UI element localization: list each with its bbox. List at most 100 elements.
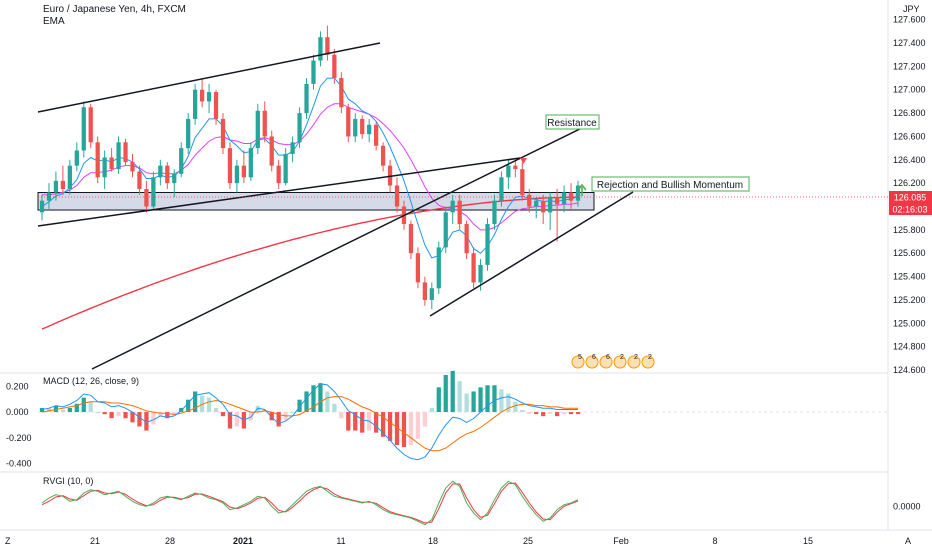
event-count: 6 — [606, 354, 610, 361]
resistance-label[interactable]: Resistance — [545, 114, 600, 130]
price-axis[interactable]: 127.600 127.400 127.200 127.000 126.800 126.6… — [893, 15, 926, 375]
candle — [443, 206, 448, 254]
long-trend-line[interactable] — [91, 123, 591, 370]
price-tick-label: 124.800 — [893, 342, 926, 352]
candle-body — [457, 200, 462, 225]
candle — [199, 78, 205, 108]
events-row[interactable]: 5 6 6 2 2 2 — [571, 354, 655, 369]
candle — [88, 103, 93, 149]
candle-body — [415, 253, 421, 283]
upper-channel-top-line[interactable] — [37, 42, 381, 113]
macd-histogram-bar — [436, 387, 441, 413]
macd-histogram-bar — [109, 412, 114, 419]
candle-body — [206, 92, 212, 102]
event-badge-icon[interactable] — [641, 355, 655, 369]
macd-signal-line — [41, 396, 578, 452]
macd-histogram-bar — [193, 391, 198, 413]
resistance-marker-icon — [520, 158, 527, 164]
macd-histogram-bar — [102, 412, 107, 415]
candle — [541, 194, 546, 225]
candle — [206, 83, 212, 114]
event-badge-icon[interactable] — [585, 355, 599, 369]
time-tick-label: 18 — [428, 536, 438, 546]
time-tick-label: 21 — [90, 536, 100, 546]
timezone-toggle[interactable]: Z — [5, 536, 11, 546]
candle-body — [88, 107, 93, 143]
candle — [429, 282, 434, 310]
auto-scale-toggle[interactable]: A — [905, 536, 911, 546]
time-tick-label: 25 — [523, 536, 533, 546]
event-badge-icon[interactable] — [613, 355, 627, 369]
candle — [172, 169, 177, 198]
candle — [297, 107, 302, 149]
candle-body — [561, 192, 567, 205]
candle — [568, 183, 574, 209]
event-badge-icon[interactable] — [571, 355, 585, 369]
candle — [67, 159, 72, 195]
candle-body — [165, 165, 170, 184]
macd-tick-label: 0.000 — [6, 407, 29, 417]
upper-channel-bottom-line[interactable] — [37, 157, 521, 227]
candle-body — [130, 162, 135, 172]
macd-histogram-bar — [304, 391, 309, 413]
candle — [81, 101, 86, 158]
candle — [534, 197, 539, 219]
rvgi-pane[interactable] — [41, 480, 579, 526]
candle — [513, 159, 518, 178]
event-badge-icon[interactable] — [627, 355, 641, 369]
candle — [408, 220, 414, 260]
candle — [311, 54, 316, 90]
candle-body — [116, 142, 121, 170]
candle-body — [422, 282, 427, 300]
candle-body — [332, 54, 337, 79]
candle — [339, 72, 344, 114]
candle-body — [339, 78, 344, 108]
candle — [116, 136, 121, 174]
candle — [554, 189, 560, 242]
rising-support-line[interactable] — [429, 191, 634, 317]
macd-histogram-bar — [186, 399, 191, 413]
candle — [304, 78, 309, 119]
candle — [575, 180, 581, 207]
candle-body — [450, 200, 455, 213]
candle — [248, 142, 253, 181]
candle — [46, 183, 52, 209]
candle-body — [220, 118, 226, 149]
time-axis[interactable]: 21 28 2021 11 18 25 Feb 8 15 — [90, 536, 813, 546]
event-badge-icon[interactable] — [599, 355, 613, 369]
candle-body — [506, 165, 511, 178]
candle-body — [534, 200, 539, 207]
candle-body — [67, 165, 72, 189]
candle — [255, 103, 260, 154]
macd-label[interactable]: MACD (12, 26, close, 9) — [43, 376, 139, 386]
macd-histogram-bar — [179, 407, 184, 413]
candle — [283, 148, 288, 186]
macd-histogram-bar — [53, 405, 59, 413]
macd-histogram-bar — [311, 385, 316, 413]
price-tick-label: 126.200 — [893, 178, 926, 188]
candle-body — [360, 118, 365, 135]
candle-body — [255, 110, 260, 149]
symbol-title[interactable]: Euro / Japanese Yen, 4h, FXCM — [43, 4, 186, 15]
indicator-label[interactable]: EMA — [43, 16, 65, 27]
candle-body — [123, 142, 128, 163]
macd-tick-label: -0.400 — [6, 459, 32, 469]
currency-label: JPY — [903, 4, 920, 14]
candle-body — [269, 136, 274, 166]
price-tick-label: 125.400 — [893, 272, 926, 282]
macd-pane[interactable] — [38, 370, 888, 461]
candle-body — [548, 197, 553, 213]
macd-histogram-bar — [353, 412, 358, 431]
macd-histogram-bar — [213, 407, 219, 413]
candle — [290, 136, 295, 163]
macd-histogram-bar — [464, 393, 469, 413]
support-zone[interactable] — [37, 192, 595, 211]
candle-body — [478, 264, 483, 283]
rvgi-label[interactable]: RVGI (10, 0) — [43, 476, 93, 486]
rejection-label[interactable]: Rejection and Bullish Momentum — [591, 176, 750, 192]
candles-layer — [39, 25, 581, 310]
macd-histogram-bar — [151, 412, 156, 425]
candle-body — [144, 189, 149, 207]
